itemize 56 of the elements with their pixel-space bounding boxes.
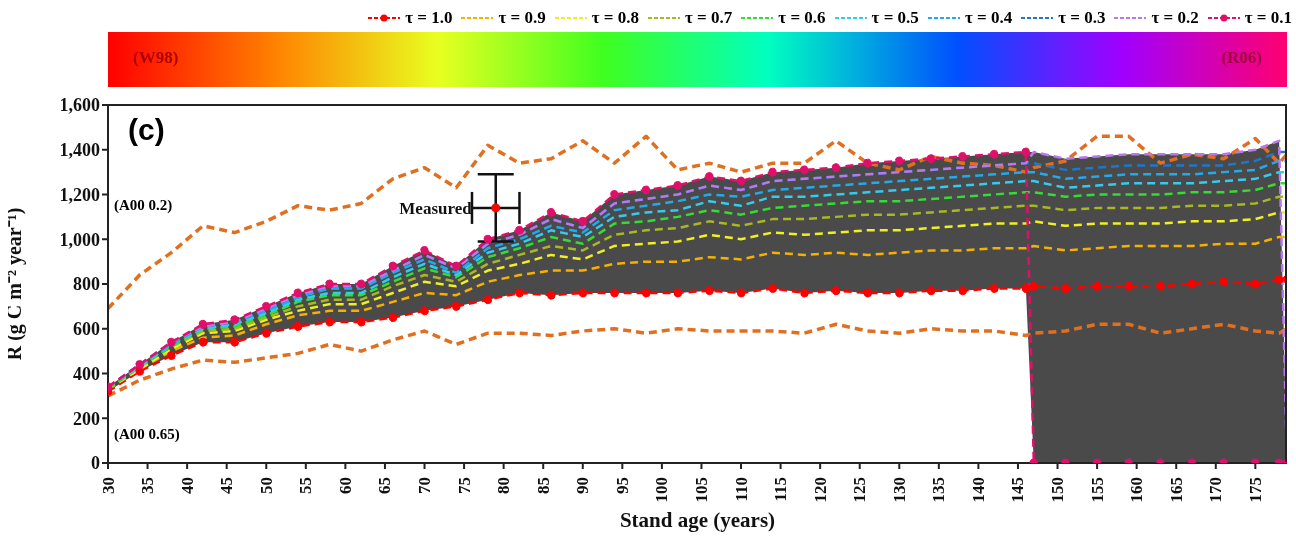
x-tick-label: 170 xyxy=(1206,477,1226,503)
legend-label: τ = 0.1 xyxy=(1244,8,1292,28)
x-tick-label: 75 xyxy=(454,477,474,494)
series-label: (A00 0.2) xyxy=(114,196,173,214)
x-tick-label: 115 xyxy=(771,477,791,502)
legend-label: τ = 0.2 xyxy=(1151,8,1199,28)
legend-label: τ = 0.7 xyxy=(685,8,733,28)
y-tick-label: 800 xyxy=(73,274,100,295)
y-tick-label: 600 xyxy=(73,319,100,340)
legend-label: τ = 0.3 xyxy=(1058,8,1106,28)
annotation: (c) xyxy=(128,113,165,147)
legend-label: τ = 0.5 xyxy=(871,8,919,28)
x-tick-label: 80 xyxy=(494,477,514,494)
x-tick-label: 55 xyxy=(296,477,316,494)
x-tick-label: 60 xyxy=(335,477,355,494)
gradient-strip: (W98) (R06) xyxy=(108,32,1287,87)
x-tick-label: 125 xyxy=(850,477,870,503)
y-tick-label: 1,200 xyxy=(59,184,100,205)
x-axis-title: Stand age (years) xyxy=(619,508,776,532)
legend-label: τ = 1.0 xyxy=(405,8,453,28)
x-tick-label: 100 xyxy=(652,477,672,503)
x-tick-label: 95 xyxy=(612,477,632,494)
x-tick-label: 85 xyxy=(533,477,553,494)
x-tick-label: 40 xyxy=(177,477,197,494)
y-axis-title: R (g C m⁻² year⁻¹) xyxy=(3,207,27,361)
x-tick-label: 160 xyxy=(1127,477,1147,503)
x-tick-label: 90 xyxy=(573,477,593,494)
x-tick-label: 45 xyxy=(217,477,237,494)
x-tick-label: 30 xyxy=(98,477,118,494)
y-tick-label: 400 xyxy=(73,363,100,384)
series-label: Measured xyxy=(399,198,473,218)
legend-label: τ = 0.9 xyxy=(498,8,546,28)
x-tick-label: 35 xyxy=(138,477,158,494)
x-tick-label: 70 xyxy=(415,477,435,494)
y-tick-label: 200 xyxy=(73,408,100,429)
x-tick-label: 165 xyxy=(1166,477,1186,503)
x-tick-label: 155 xyxy=(1087,477,1107,503)
y-tick-label: 1,400 xyxy=(59,140,100,161)
x-tick-label: 105 xyxy=(691,477,711,503)
x-tick-label: 145 xyxy=(1008,477,1028,503)
x-tick-label: 135 xyxy=(929,477,949,503)
y-tick-label: 0 xyxy=(91,453,100,474)
x-tick-label: 175 xyxy=(1245,477,1265,503)
y-tick-label: 1,000 xyxy=(59,229,100,250)
legend-label: τ = 0.4 xyxy=(964,8,1013,28)
x-tick-label: 65 xyxy=(375,477,395,494)
y-tick-label: 1,600 xyxy=(59,95,100,116)
x-tick-label: 140 xyxy=(968,477,988,503)
x-tick-label: 130 xyxy=(889,477,909,503)
x-tick-label: 150 xyxy=(1048,477,1068,503)
x-tick-label: 120 xyxy=(810,477,830,503)
text: (A00 0.65) xyxy=(114,425,180,443)
legend-label: τ = 0.8 xyxy=(591,8,640,28)
x-tick-label: 50 xyxy=(256,477,276,494)
legend-label: τ = 0.6 xyxy=(778,8,826,28)
x-tick-label: 110 xyxy=(731,477,751,502)
